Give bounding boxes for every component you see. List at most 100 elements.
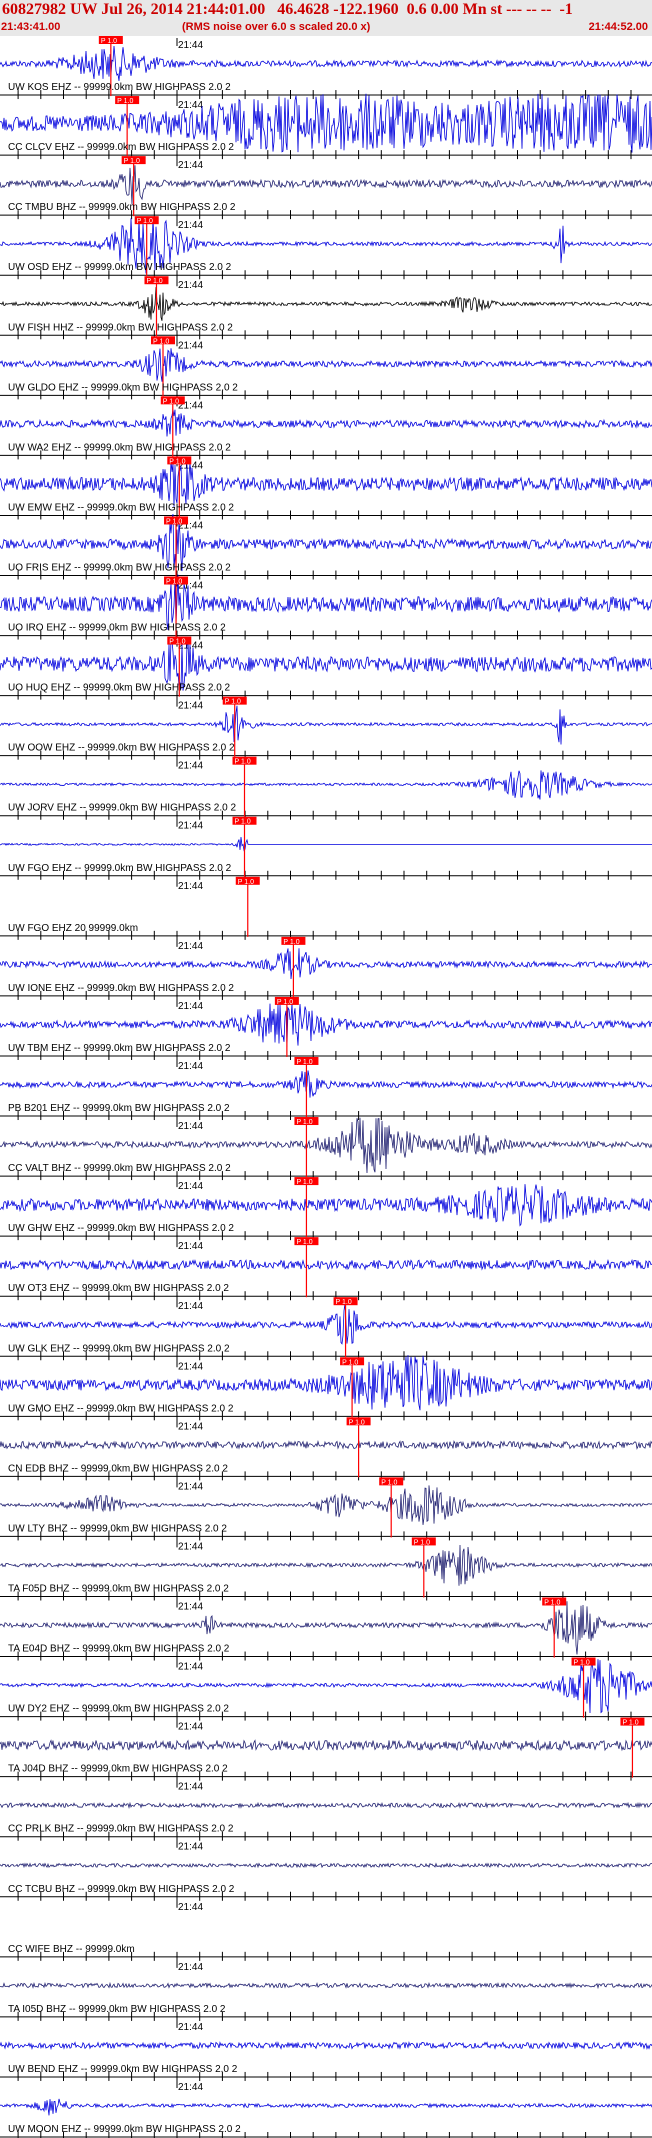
trace-row: 21:44P 1.0 UO FRIS EHZ -- 99999.0km BW HI… [0, 514, 652, 580]
pick-box [333, 1297, 358, 1306]
start-time: 21:43:41.00 [1, 21, 61, 33]
header-bar: 60827982 UW Jul 26, 2014 21:44:01.00 46.… [0, 0, 652, 36]
minute-tick-label: 21:44 [178, 1601, 203, 1612]
waveform [0, 348, 652, 382]
pick-box [379, 1477, 404, 1486]
station-label: TA F05D BHZ -- 99999.0km BW HIGHPASS 2.0… [8, 1583, 229, 1594]
station-label: TA I05D BHZ -- 99999.0km BW HIGHPASS 2.0… [8, 2004, 226, 2015]
trace-row: 21:44 P 1.0 UW FGO EHZ 20 99999.0km [0, 876, 652, 940]
waveform [0, 460, 652, 507]
trace-row: 21:44 TA I05D BHZ -- 99999.0km BW HIGHPAS… [0, 1959, 652, 2021]
pick-box [235, 876, 260, 885]
trace-row: 21:44P 1.0 UO IRO EHZ -- 99999.0km BW HIG… [0, 574, 652, 640]
minute-tick-label: 21:44 [178, 1241, 203, 1252]
minute-tick-label: 21:44 [178, 1662, 203, 1673]
minute-tick-label: 21:44 [178, 2022, 203, 2033]
minute-tick-label: 21:44 [178, 1902, 203, 1913]
minute-tick-label: 21:44 [178, 821, 203, 832]
pick-box [160, 396, 185, 405]
trace-row: 21:44 P 1.0 UW FGO EHZ -- 99999.0km BW HIG… [0, 816, 652, 880]
pick-box [340, 1357, 365, 1366]
pick-label: P 1.0 [166, 518, 182, 525]
trace-row: 21:44 P 1.0 TA J04D BHZ -- 99999.0km BW HI… [0, 1717, 652, 1781]
trace-row: 21:44 P 1.0 UW DY2 EHZ -- 99999.0km BW HIG… [0, 1657, 652, 1721]
pick-box [167, 456, 192, 465]
station-label: CC PRLK BHZ -- 99999.0km BW HIGHPASS 2.0… [8, 1824, 234, 1835]
waveform [0, 287, 652, 321]
rms-note: (RMS noise over 6.0 s scaled 20.0 x) [182, 21, 371, 33]
pick-box [134, 216, 159, 225]
pick-label: P 1.0 [296, 1239, 312, 1246]
pick-box [281, 936, 306, 945]
waveform [0, 1303, 652, 1345]
trace-row: 21:44 P 1.0 UW KOS EHZ -- 99999.0km BW HIG… [0, 36, 652, 100]
pick-box [294, 1237, 319, 1246]
pick-box [121, 156, 146, 165]
pick-box [294, 1056, 319, 1065]
station-label: UW DY2 EHZ -- 99999.0km BW HIGHPASS 2.0 … [8, 1704, 229, 1715]
trace-row: 21:44 P 1.0 PB B201 EHZ -- 99999.0km BW HI… [0, 1056, 652, 1121]
station-label: UW FGO EHZ 20 99999.0km [8, 923, 138, 934]
station-label: UW GLDO EHZ -- 99999.0km BW HIGHPASS 2.0… [8, 382, 238, 393]
waveform [0, 574, 652, 631]
station-label: PB B201 EHZ -- 99999.0km BW HIGHPASS 2.0… [8, 1103, 230, 1114]
minute-tick-label: 21:44 [178, 641, 203, 652]
waveform [0, 1601, 652, 1655]
minute-tick-label: 21:44 [178, 100, 203, 111]
trace-row: 21:44 CC TCBU BHZ -- 99999.0km BW HIGHPAS… [0, 1839, 652, 1901]
minute-tick-label: 21:44 [178, 160, 203, 171]
minute-tick-label: 21:44 [178, 1361, 203, 1372]
minute-tick-label: 21:44 [178, 520, 203, 531]
pick-box [98, 36, 123, 44]
waveform [0, 1739, 652, 1752]
waveform [0, 1070, 652, 1098]
minute-tick-label: 21:44 [178, 1061, 203, 1072]
station-label: UW MOON EHZ -- 99999.0km BW HIGHPASS 2.0… [8, 2124, 241, 2135]
pick-box [346, 1417, 371, 1426]
pick-box [164, 516, 189, 525]
station-label: UW GLK EHZ -- 99999.0km BW HIGHPASS 2.0 … [8, 1343, 230, 1354]
seismogram-plot: 21:44P 1.0UW KOS EHZ -- 99999.0km BW HIG… [0, 36, 652, 2138]
trace-row: 21:44 P 1.0 CN EDB BHZ -- 99999.0km BW HIG… [0, 1417, 652, 1481]
pick-label: P 1.0 [137, 218, 153, 225]
trace-row: 21:44 P 1.0 UW GMO EHZ -- 99999.0km BW HIG… [0, 1355, 652, 1421]
waveform [0, 1002, 652, 1048]
station-label: CC TMBU BHZ -- 99999.0km BW HIGHPASS 2.0… [8, 202, 236, 213]
pick-label: P 1.0 [622, 1720, 638, 1727]
station-label: UW FGO EHZ -- 99999.0km BW HIGHPASS 2.0 … [8, 863, 232, 874]
trace-row: 21:44 P 1.0 UW GHW EHZ -- 99999.0km BW HIG… [0, 1177, 652, 1241]
station-label: UW EMW EHZ -- 99999.0km BW HIGHPASS 2.0 … [8, 502, 234, 513]
minute-tick-label: 21:44 [178, 881, 203, 892]
station-label: UW OOW EHZ -- 99999.0km BW HIGHPASS 2.0 … [8, 743, 235, 754]
waveform [0, 1184, 652, 1227]
trace-row: 21:44 P 1.0 CC VALT BHZ -- 99999.0km BW HI… [0, 1117, 652, 1181]
pick-label: P 1.0 [235, 759, 251, 766]
trace-row: 21:44 P 1.0 TA E04D BHZ -- 99999.0km BW HI… [0, 1597, 652, 1661]
pick-label: P 1.0 [296, 1119, 312, 1126]
station-label: UW OSD EHZ -- 99999.0km BW HIGHPASS 2.0 … [8, 262, 232, 273]
waveform [0, 1659, 652, 1714]
minute-tick-label: 21:44 [178, 1421, 203, 1432]
station-label: UW LTY BHZ -- 99999.0km BW HIGHPASS 2.0 … [8, 1523, 227, 1534]
pick-box [164, 576, 189, 585]
minute-tick-label: 21:44 [178, 1001, 203, 1012]
pick-label: P 1.0 [283, 939, 299, 946]
minute-tick-label: 21:44 [178, 581, 203, 592]
pick-box [571, 1657, 596, 1666]
pick-label: P 1.0 [238, 879, 254, 886]
minute-tick-label: 21:44 [178, 1181, 203, 1192]
minute-tick-label: 21:44 [178, 280, 203, 291]
pick-box [144, 276, 169, 285]
trace-row: 21:44 P 1.0 UW OOW EHZ -- 99999.0km BW HIG… [0, 696, 652, 760]
station-label: UW FISH HHZ -- 99999.0km BW HIGHPASS 2.0… [8, 322, 233, 333]
trace-row: 21:44 P 1.0 UW GLK EHZ -- 99999.0km BW HIG… [0, 1297, 652, 1361]
waveform [0, 165, 652, 205]
pick-label: P 1.0 [163, 398, 179, 405]
minute-tick-label: 21:44 [178, 1962, 203, 1973]
pick-label: P 1.0 [544, 1599, 560, 1606]
minute-tick-label: 21:44 [178, 1481, 203, 1492]
waveform [0, 409, 652, 437]
station-label: UW OT3 EHZ -- 99999.0km BW HIGHPASS 2.0 … [8, 1283, 229, 1294]
pick-box [151, 336, 175, 345]
station-label: CC WIFE BHZ -- 99999.0km [8, 1944, 135, 1955]
